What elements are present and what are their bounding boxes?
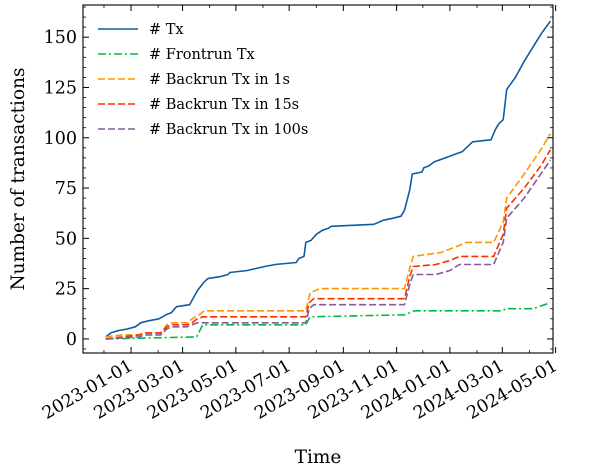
- y-tick-label: 50: [55, 229, 77, 249]
- x-axis-label: Time: [295, 447, 342, 468]
- series-line-1: [105, 301, 551, 340]
- legend-label: # Backrun Tx in 100s: [149, 122, 308, 138]
- y-tick-label: 100: [44, 129, 77, 149]
- series-line-4: [105, 159, 552, 340]
- y-tick-label: 125: [44, 78, 77, 98]
- y-tick-label: 0: [66, 330, 77, 350]
- series-line-0: [105, 20, 552, 338]
- y-axis-label: Number of transactions: [8, 67, 29, 290]
- legend-label: # Backrun Tx in 1s: [149, 72, 290, 88]
- series-layer: [105, 20, 552, 340]
- ticks-layer: 02550751001251502023-01-012023-03-012023…: [39, 5, 561, 424]
- legend-label: # Frontrun Tx: [149, 47, 255, 63]
- legend-label: # Backrun Tx in 15s: [149, 97, 299, 113]
- series-line-2: [105, 133, 552, 338]
- y-tick-label: 25: [55, 280, 77, 300]
- y-tick-label: 150: [44, 28, 77, 48]
- legend-label: # Tx: [149, 22, 184, 38]
- legend: # Tx # Frontrun Tx # Backrun Tx in 1s # Bac…: [98, 22, 308, 138]
- y-tick-label: 75: [55, 179, 77, 199]
- series-line-3: [105, 149, 552, 340]
- plot-frame: [82, 4, 554, 354]
